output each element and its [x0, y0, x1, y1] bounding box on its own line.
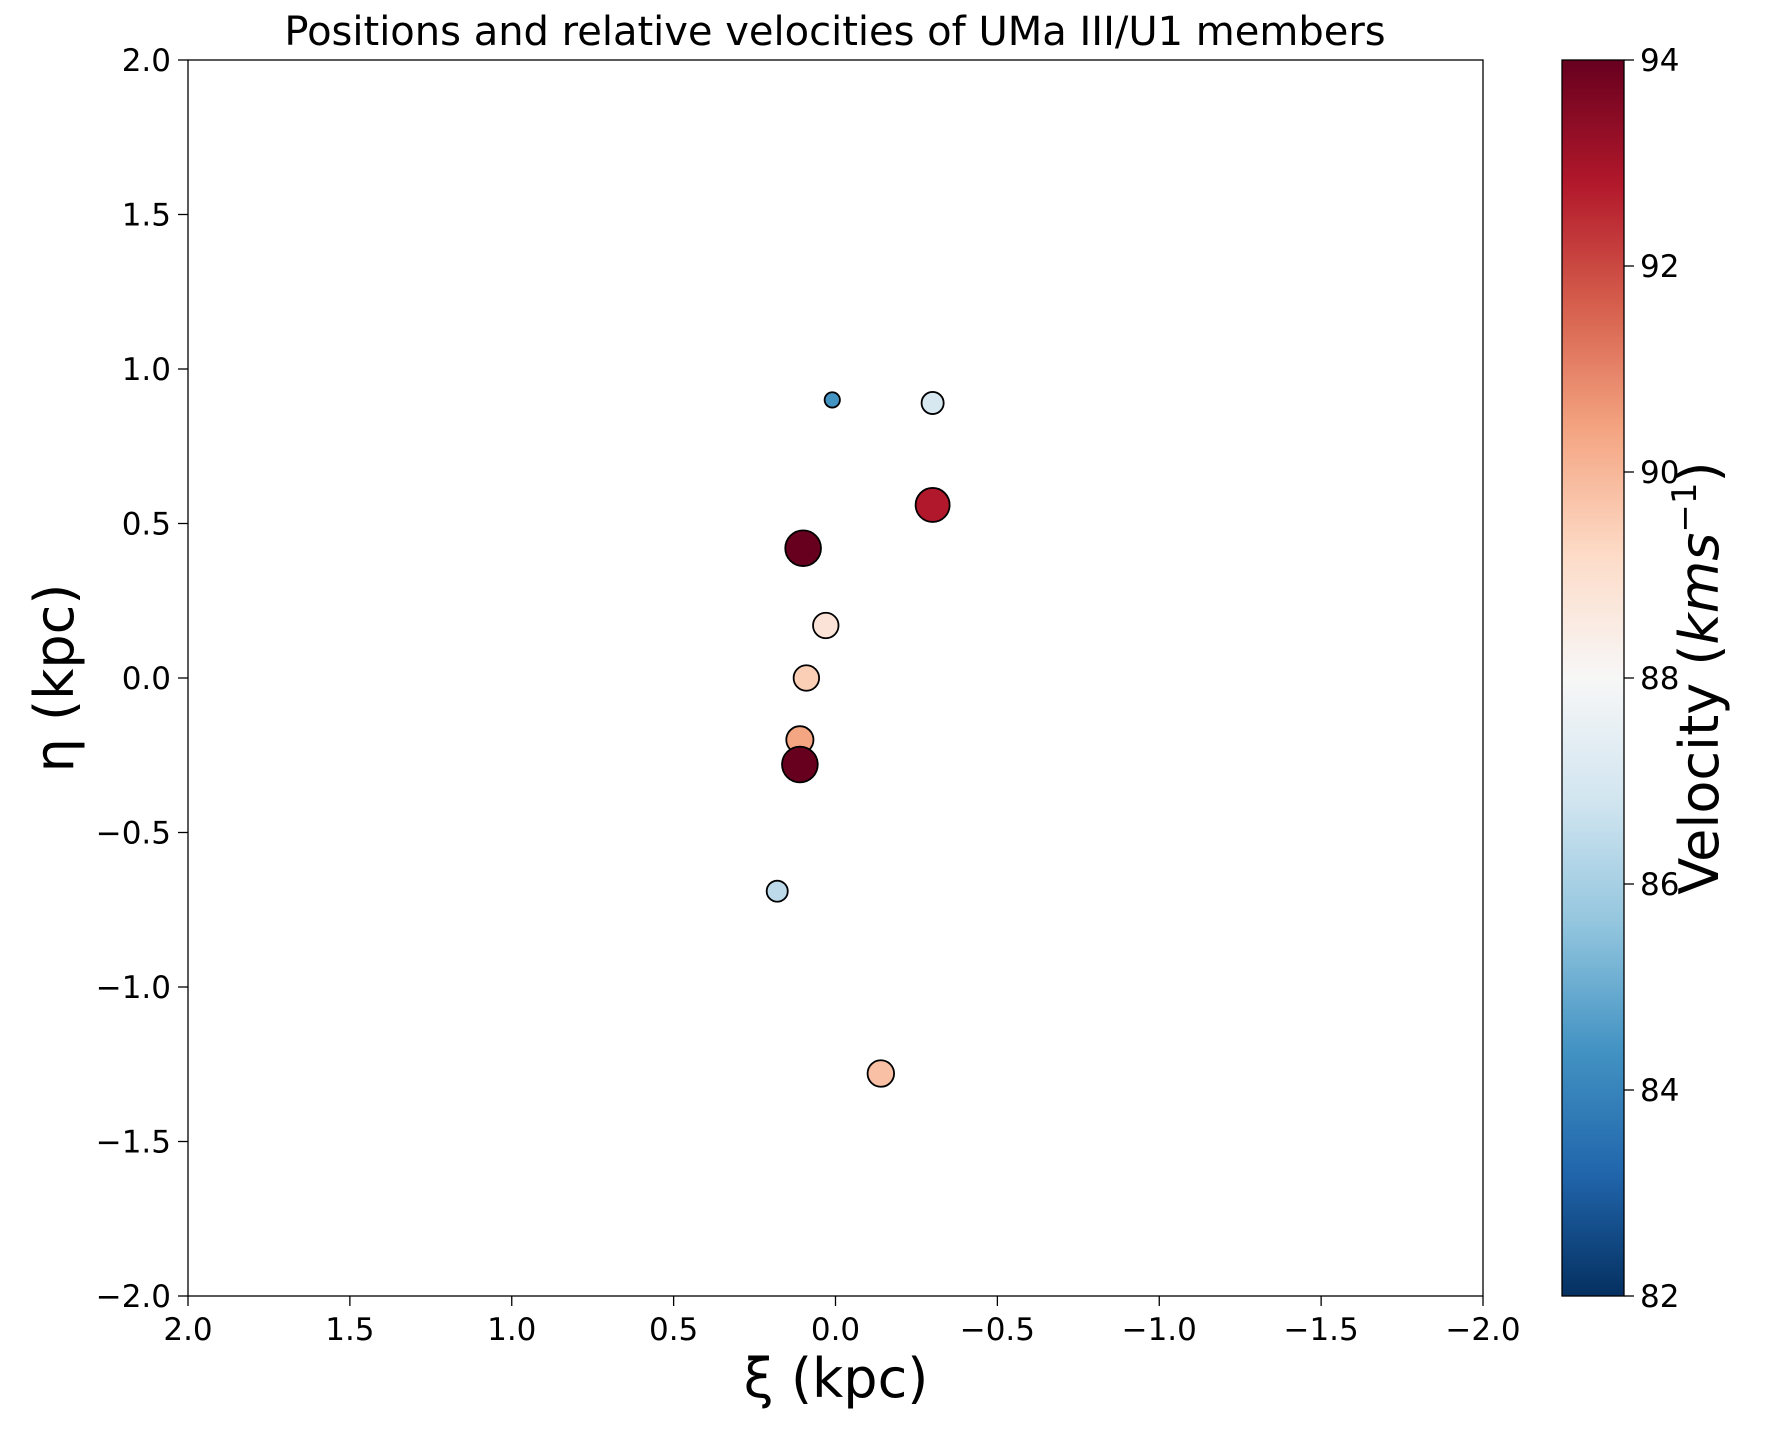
colorbar-label-text: Velocity	[1668, 683, 1731, 895]
x-tick-label: −1.5	[1283, 1312, 1358, 1348]
y-axis-label: η (kpc)	[23, 584, 86, 773]
data-point-4	[784, 529, 822, 567]
x-tick-label: 1.5	[325, 1312, 374, 1348]
data-point-9	[765, 879, 789, 903]
colorbar-tick-label: 82	[1640, 1279, 1679, 1315]
chart-title: Positions and relative velocities of UMa…	[284, 9, 1385, 55]
data-point-2	[920, 391, 945, 415]
y-tick-label: −0.5	[96, 816, 171, 852]
y-tick-label: 2.0	[122, 43, 171, 79]
data-point-3	[914, 487, 951, 523]
x-tick-label: −0.5	[960, 1312, 1035, 1348]
data-point-6	[792, 664, 821, 692]
data-point-10	[866, 1059, 895, 1088]
colorbar-tick-label: 90	[1640, 455, 1679, 491]
y-axis: 2.0 1.5 1.0 0.5 0.0 −0.5 −1.0 −1.5 −2.0	[96, 43, 188, 1315]
y-tick-label: 0.0	[122, 661, 171, 697]
y-tick-label: −1.5	[96, 1125, 171, 1161]
colorbar-tick-label: 92	[1640, 249, 1679, 285]
y-tick-label: 0.5	[122, 507, 171, 543]
colorbar-tick-label: 86	[1640, 867, 1679, 903]
colorbar-unit-base: kms	[1668, 533, 1731, 645]
colorbar-tick-label: 84	[1640, 1073, 1679, 1109]
y-tick-label: −2.0	[96, 1279, 171, 1315]
data-point-8	[781, 745, 819, 784]
colorbar	[1561, 59, 1625, 1297]
colorbar-tick-label: 94	[1640, 43, 1679, 79]
x-axis: 2.0 1.5 1.0 0.5 0.0 −0.5 −1.0 −1.5 −2.0	[163, 1296, 1521, 1348]
data-point-5	[812, 611, 840, 640]
x-axis-label: ξ (kpc)	[744, 1347, 929, 1410]
colorbar-axis: 94 92 90 88 86 84 82	[1624, 43, 1679, 1315]
plot-frame	[187, 59, 1484, 1297]
x-tick-label: 0.0	[811, 1312, 860, 1348]
x-tick-label: −1.0	[1122, 1312, 1197, 1348]
colorbar-label: Velocity (kms−1)	[1665, 461, 1731, 894]
y-tick-label: −1.0	[96, 970, 171, 1006]
data-point-1	[823, 391, 841, 409]
x-tick-label: −2.0	[1445, 1312, 1520, 1348]
x-tick-label: 0.5	[649, 1312, 698, 1348]
x-tick-label: 1.0	[487, 1312, 536, 1348]
colorbar-tick-label: 88	[1640, 661, 1679, 697]
y-tick-label: 1.5	[122, 198, 171, 234]
points-layer	[765, 391, 951, 1088]
colorbar-unit-exp: −1	[1665, 482, 1705, 532]
y-tick-label: 1.0	[122, 352, 171, 388]
x-tick-label: 2.0	[163, 1312, 212, 1348]
